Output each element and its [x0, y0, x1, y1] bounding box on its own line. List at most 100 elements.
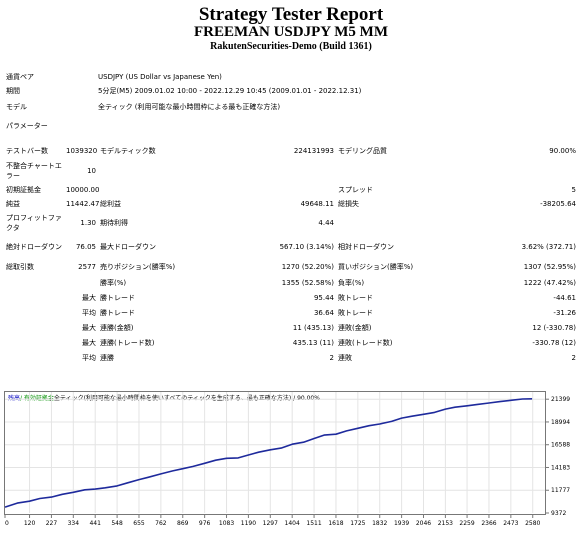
period-label: 期間 — [6, 87, 20, 95]
x-tick-label: 869 — [177, 520, 189, 527]
max-consec-losses-value: 12 (-330.78) — [532, 323, 576, 332]
ticks-value: 224131993 — [293, 146, 334, 155]
profit-trades-label: 勝率(%) — [100, 278, 127, 287]
x-tick-label: 2366 — [481, 520, 496, 527]
gross-loss-value: -38205.64 — [540, 200, 576, 208]
x-tick-label: 976 — [199, 520, 211, 527]
period-value: 5分足(M5) 2009.01.02 10:00 - 2022.12.29 10… — [98, 87, 362, 95]
max-drawdown-value: 567.10 (3.14%) — [279, 243, 334, 251]
x-tick-label: 2046 — [416, 520, 431, 527]
x-tick-label: 2259 — [459, 520, 474, 527]
largest-label: 最大 — [82, 293, 96, 302]
avg-consec-losses-label: 連敗 — [338, 353, 352, 362]
x-tick-label: 334 — [68, 520, 80, 527]
mismatch-value: 10 — [87, 167, 96, 175]
bars-value: 1039320 — [66, 146, 98, 155]
maximum-label: 最大 — [82, 323, 96, 332]
average-loss-value: -31.26 — [553, 308, 576, 317]
y-tick-label: 9372 — [551, 510, 566, 517]
profit-factor-value: 1.30 — [80, 219, 96, 227]
average-profit-label: 勝トレード — [100, 308, 135, 317]
plot-frame — [4, 391, 546, 515]
x-tick-label: 1939 — [394, 520, 409, 527]
total-trades-value: 2577 — [78, 263, 96, 271]
max-consec-loss-label: 連敗(トレード数) — [338, 338, 393, 347]
x-tick-label: 120 — [24, 520, 36, 527]
gross-profit-label: 総利益 — [100, 200, 121, 208]
loss-trades-label: 負率(%) — [338, 278, 365, 287]
symbol-label: 通貨ペア — [6, 73, 34, 81]
max-consec-profit-label: 連勝(トレード数) — [100, 338, 155, 347]
largest-loss-value: -44.61 — [553, 293, 576, 302]
maximal-label: 最大 — [82, 338, 96, 347]
report-subtitle: FREEMAN USDJPY M5 MM — [194, 24, 388, 40]
y-tick-label: 14183 — [551, 464, 570, 471]
x-tick-label: 1190 — [241, 520, 256, 527]
max-consec-losses-label: 連敗(金額) — [338, 323, 372, 332]
server-name: RakutenSecurities-Demo (Build 1361) — [210, 41, 372, 52]
x-tick-label: 1618 — [328, 520, 343, 527]
expected-payoff-label: 期待利得 — [100, 219, 128, 227]
quality-label: モデリング品質 — [338, 146, 387, 155]
x-tick-label: 441 — [89, 520, 101, 527]
expected-payoff-value: 4.44 — [318, 219, 334, 227]
model-label: モデル — [6, 103, 27, 111]
relative-drawdown-label: 相対ドローダウン — [338, 243, 394, 251]
x-tick-label: 1297 — [263, 520, 278, 527]
y-tick-label: 18994 — [551, 419, 570, 426]
ticks-label: モデルティック数 — [100, 146, 156, 155]
avg-consec-wins-label: 連勝 — [100, 353, 114, 362]
model-value: 全ティック (利用可能な最小時間枠による最も正確な方法) — [98, 103, 281, 111]
x-tick-label: 1404 — [285, 520, 300, 527]
average-label: 平均 — [82, 308, 96, 317]
long-positions-label: 買いポジション(勝率%) — [338, 263, 414, 271]
largest-loss-label: 敗トレード — [338, 293, 373, 302]
x-tick-label: 548 — [111, 520, 123, 527]
gross-loss-label: 総損失 — [338, 200, 359, 208]
max-drawdown-label: 最大ドローダウン — [100, 243, 156, 251]
largest-profit-value: 95.44 — [313, 293, 334, 302]
x-tick-label: 227 — [46, 520, 58, 527]
net-profit-value: 11442.47 — [66, 200, 100, 208]
quality-value: 90.00% — [549, 146, 576, 155]
x-tick-label: 2153 — [438, 520, 453, 527]
deposit-label: 初期証拠金 — [6, 186, 41, 194]
x-tick-label: 2580 — [525, 520, 540, 527]
largest-profit-label: 勝トレード — [100, 293, 135, 302]
long-positions-value: 1307 (52.95%) — [523, 263, 576, 271]
balance-chart: 残高 / 有効証拠金 / 全ティック(利用可能な最小時間枠を使いすべてのティック… — [4, 391, 578, 530]
symbol-value: USDJPY (US Dollar vs Japanese Yen) — [98, 73, 222, 81]
y-tick-label: 11777 — [551, 487, 570, 494]
average-consec-label: 平均 — [82, 353, 96, 362]
spread-value: 5 — [571, 186, 576, 194]
gross-profit-value: 49648.11 — [300, 200, 334, 208]
net-profit-label: 純益 — [6, 200, 20, 208]
average-profit-value: 36.64 — [313, 308, 334, 317]
max-consec-wins-value: 11 (435.13) — [292, 323, 334, 332]
y-tick-label: 21399 — [551, 396, 570, 403]
absolute-drawdown-value: 76.05 — [75, 243, 96, 251]
average-loss-label: 敗トレード — [338, 308, 373, 317]
balance-chart-svg: 残高 / 有効証拠金 / 全ティック(利用可能な最小時間枠を使いすべてのティック… — [4, 391, 570, 527]
absolute-drawdown-label: 絶対ドローダウン — [6, 243, 62, 251]
profit-trades-value: 1355 (52.58%) — [281, 278, 334, 287]
x-tick-label: 1832 — [372, 520, 387, 527]
parameters-label: パラメーター — [6, 122, 48, 130]
balance-series-line — [4, 398, 533, 508]
x-tick-label: 1083 — [219, 520, 234, 527]
max-consec-profit-value: 435.13 (11) — [292, 338, 334, 347]
x-tick-label: 1511 — [306, 520, 321, 527]
x-tick-label: 0 — [5, 520, 9, 527]
total-trades-label: 総取引数 — [6, 263, 34, 271]
avg-consec-wins-value: 2 — [329, 353, 334, 362]
short-positions-value: 1270 (52.20%) — [281, 263, 334, 271]
legend-description: / 全ティック(利用可能な最小時間枠を使いすべてのティックを生成する、最も正確な… — [50, 394, 320, 402]
legend-balance: 残高 — [8, 394, 20, 402]
short-positions-label: 売りポジション(勝率%) — [100, 263, 176, 271]
spread-label: スプレッド — [338, 186, 373, 194]
stats-table: テストバー数 1039320 モデルティック数 224131993 モデリング品… — [4, 142, 578, 365]
y-tick-label: 16588 — [551, 442, 570, 449]
bars-label: テストバー数 — [6, 146, 48, 155]
loss-trades-value: 1222 (47.42%) — [523, 278, 576, 287]
mismatch-label: 不整合チャートエラー — [6, 162, 62, 180]
